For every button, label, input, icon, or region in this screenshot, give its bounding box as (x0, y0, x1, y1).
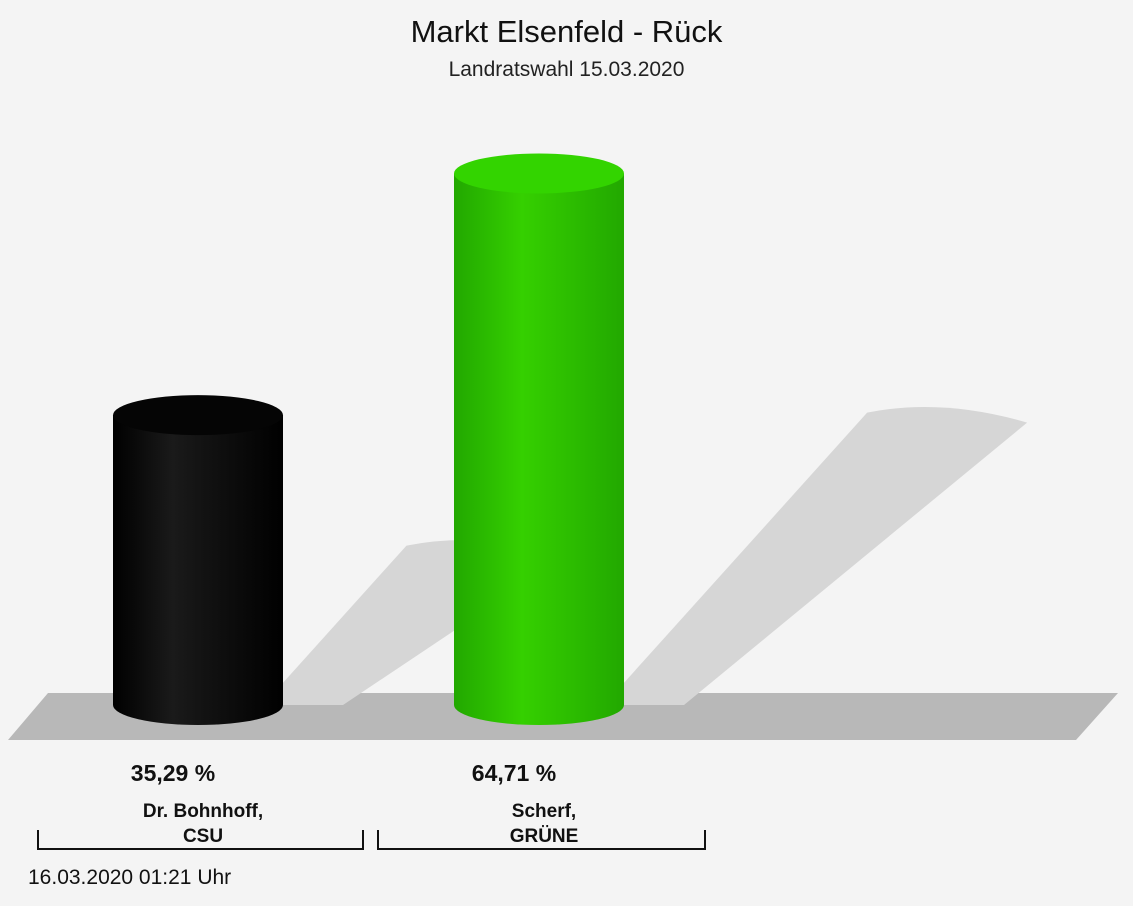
value-label: 64,71 % (472, 760, 556, 786)
chart-title: Markt Elsenfeld - Rück (410, 14, 723, 49)
bar (113, 415, 283, 725)
bar-top (454, 153, 624, 194)
timestamp: 16.03.2020 01:21 Uhr (28, 866, 232, 889)
chart-subtitle: Landratswahl 15.03.2020 (448, 58, 685, 81)
bar-shadow (604, 407, 1028, 705)
labels-group: 35,29 % Dr. Bohnhoff, CSU 64,71 % Scherf, GRÜ… (37, 760, 706, 850)
category-label: Scherf, (512, 801, 576, 822)
bar-top (113, 395, 283, 436)
bar-shadows (263, 407, 1028, 705)
value-label: 35,29 % (131, 760, 215, 786)
category-label: GRÜNE (510, 826, 579, 847)
category-label: CSU (183, 826, 223, 847)
bar (454, 173, 624, 726)
bars-group (113, 153, 624, 726)
category-bracket (37, 830, 364, 850)
category-bracket (377, 830, 706, 850)
category-label: Dr. Bohnhoff, (143, 801, 263, 822)
